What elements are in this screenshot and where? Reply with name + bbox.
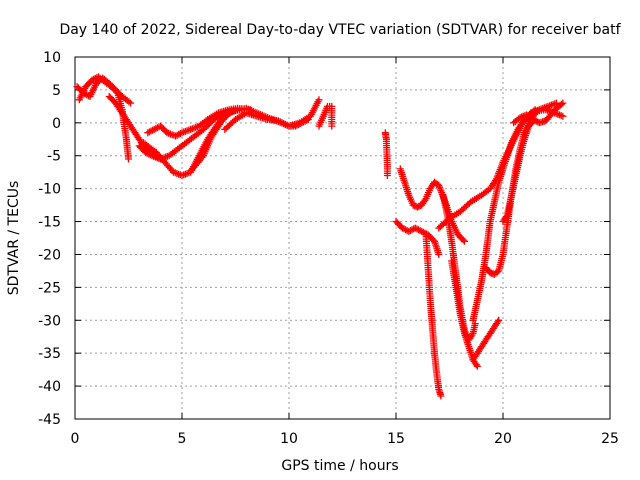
data-point (127, 99, 135, 107)
x-tick-label: 25 (601, 431, 619, 447)
x-tick-label: 20 (494, 431, 512, 447)
series-arc-21 (510, 99, 567, 127)
y-tick-label: 0 (52, 116, 61, 132)
data-point (494, 318, 502, 326)
data-point (143, 149, 151, 157)
data-point (516, 114, 524, 122)
y-tick-label: -30 (38, 313, 61, 329)
data-point (558, 100, 565, 108)
data-point (176, 130, 184, 137)
data-point (532, 117, 540, 125)
y-tick-label: -35 (38, 346, 61, 362)
series-arc-9 (315, 102, 336, 130)
x-axis-title: GPS time / hours (281, 458, 398, 474)
y-tick-label: -45 (38, 412, 61, 428)
data-point (145, 150, 153, 158)
y-tick-label: 5 (52, 83, 61, 99)
series-arc-13 (392, 218, 443, 258)
x-tick-label: 5 (178, 431, 187, 447)
data-point (88, 76, 96, 84)
y-tick-label: 10 (43, 50, 61, 66)
y-tick-label: -5 (47, 149, 61, 165)
x-tick-label: 0 (71, 431, 80, 447)
data-point (315, 96, 323, 104)
series-arc-18 (469, 99, 560, 324)
data-points (73, 73, 567, 400)
y-tick-label: -15 (38, 215, 61, 231)
data-point (518, 113, 526, 121)
data-point (473, 362, 481, 370)
y-axis-title: SDTVAR / TECUs (6, 181, 22, 296)
data-point (559, 112, 567, 120)
data-point (421, 229, 429, 237)
data-point (149, 126, 157, 134)
data-point (402, 226, 410, 234)
x-tick-label: 15 (387, 431, 405, 447)
data-point (405, 227, 413, 235)
data-point (459, 236, 467, 244)
data-point (146, 151, 154, 159)
data-point (304, 116, 312, 123)
y-tick-label: -25 (38, 280, 61, 296)
data-point (125, 155, 132, 163)
y-tick-label: -10 (38, 182, 61, 198)
data-point (296, 120, 304, 128)
series-arc-10 (381, 129, 391, 179)
data-point (461, 237, 468, 245)
data-point (303, 116, 311, 124)
data-point (502, 213, 510, 221)
data-point (147, 127, 155, 135)
data-point (175, 130, 183, 138)
data-point (298, 119, 306, 127)
data-point (415, 226, 422, 234)
data-point (559, 99, 567, 107)
series-arc-20 (499, 106, 567, 225)
data-point (150, 125, 158, 133)
data-point (328, 122, 336, 130)
y-tick-label: -40 (38, 379, 61, 395)
series-arc-8 (221, 109, 312, 133)
data-point (383, 172, 391, 179)
x-tick-label: 10 (280, 431, 298, 447)
data-point (435, 251, 443, 258)
series-arc-12 (422, 231, 445, 400)
series-arc-2 (73, 74, 135, 107)
chart-title: Day 140 of 2022, Sidereal Day-to-day VTE… (59, 22, 621, 38)
plot-frame (74, 56, 611, 420)
data-point (495, 316, 503, 324)
data-point (90, 75, 98, 83)
data-point (80, 89, 88, 97)
data-point (408, 226, 416, 234)
data-point (437, 392, 445, 400)
series-arc-17 (469, 316, 503, 364)
data-point (291, 122, 299, 130)
y-tick-label: -20 (38, 247, 61, 263)
axis-ticks: 0 5 10 15 20 25 10 5 0 -5 -10 -15 -20 -25 -30 -35 -40 -45 (38, 50, 619, 447)
data-point (472, 361, 480, 369)
data-point (416, 227, 424, 235)
